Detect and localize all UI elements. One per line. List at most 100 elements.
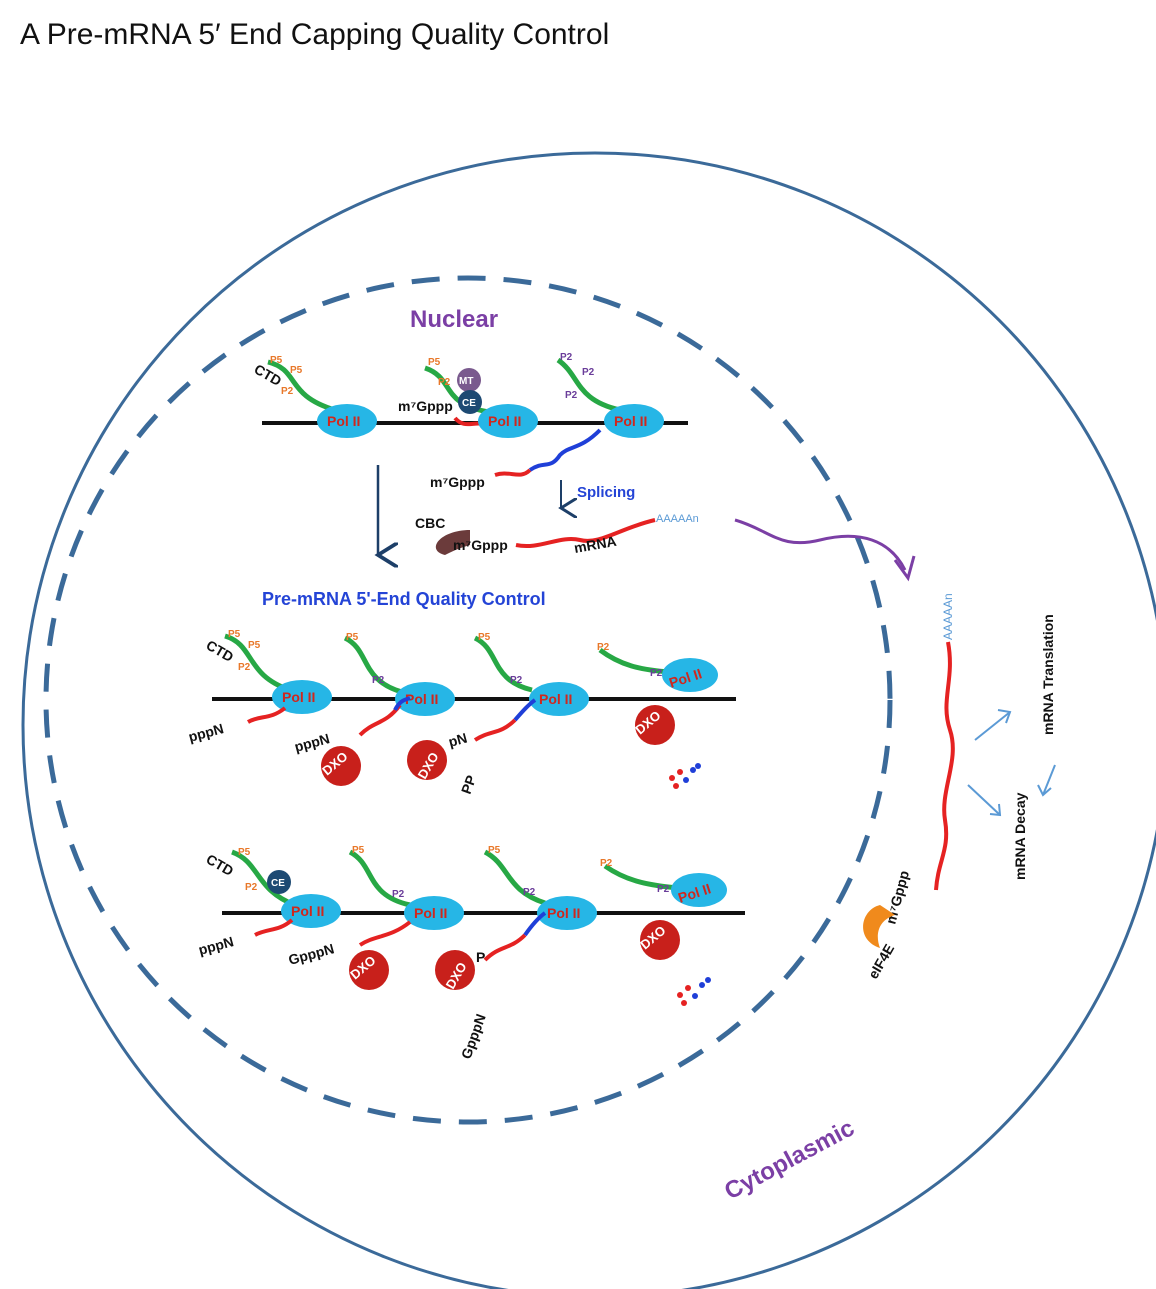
pol2-enzyme xyxy=(662,658,718,692)
translation-label: mRNA Translation xyxy=(1040,614,1056,735)
pol2-enzyme xyxy=(604,404,664,438)
pol2-enzyme xyxy=(404,896,464,930)
pol2-enzyme xyxy=(529,682,589,716)
p5-mark: P5 xyxy=(478,632,491,643)
p2-mark: P2 xyxy=(600,858,613,869)
ce-label: CE xyxy=(462,398,476,409)
misscapped-rna-blue xyxy=(523,911,547,937)
cytoplasmic-label: Cytoplasmic xyxy=(720,1114,859,1205)
splicing-label: Splicing xyxy=(577,484,635,501)
p2-mark: P2 xyxy=(565,390,578,401)
pol2-label: Pol II xyxy=(327,413,360,429)
capped-pre-mrna xyxy=(494,468,532,477)
nuclear-label: Nuclear xyxy=(410,306,498,333)
dxo-enzyme xyxy=(349,950,389,990)
p5-mark: P5 xyxy=(270,355,283,366)
m7gppp-label: m⁷Gppp xyxy=(430,474,485,490)
p-label: P xyxy=(476,949,485,965)
polya-label: AAAAAn xyxy=(656,513,699,525)
row3-quality-control: CTD P5 P2 CE Pol II pppN P5 P2 Pol II Gp… xyxy=(197,845,745,1061)
export-arrowhead xyxy=(893,555,916,582)
pol2-enzyme xyxy=(317,404,377,438)
ctd-tail xyxy=(598,647,671,675)
nuclear-envelope xyxy=(43,275,893,1125)
ctd-tail xyxy=(348,849,411,908)
mrna-label: mRNA xyxy=(573,533,618,556)
export-arrow xyxy=(734,518,907,571)
pol2-label: Pol II xyxy=(614,413,647,429)
p5-mark: P5 xyxy=(248,640,261,651)
p5-mark: P5 xyxy=(228,629,241,640)
pol2-label: Pol II xyxy=(488,413,521,429)
p2-mark: P2 xyxy=(372,675,385,686)
mrna-strand xyxy=(934,641,955,891)
p2-mark: P2 xyxy=(657,884,670,895)
ctd-tail xyxy=(343,635,403,695)
ctd-tail xyxy=(603,863,679,891)
pol2-enzyme xyxy=(537,896,597,930)
ctd-label: CTD xyxy=(204,851,237,879)
row1-transcription: CTD P5 P5 P2 Pol II P5 P2 MT CE m⁷Gppp P… xyxy=(252,352,688,490)
gpppn-label: GpppN xyxy=(287,940,336,968)
row2-quality-control: CTD P5 P5 P2 Pol II pppN P5 P2 Pol II pp… xyxy=(187,629,736,796)
uncapped-rna xyxy=(473,718,517,742)
dxo-enzyme xyxy=(640,920,680,960)
misscapped-rna xyxy=(483,933,527,962)
p2-mark: P2 xyxy=(510,675,523,686)
eif4e-label: eIF4E xyxy=(865,941,898,981)
dxo-enzyme xyxy=(407,740,447,780)
p2-mark: P2 xyxy=(238,662,251,673)
ce-enzyme xyxy=(267,870,291,894)
pol2-label: Pol II xyxy=(414,905,447,921)
pppn-label: pppN xyxy=(187,720,226,745)
mt-enzyme xyxy=(457,368,481,392)
translation-to-decay-arrow xyxy=(1042,764,1056,796)
p5-mark: P5 xyxy=(346,632,359,643)
pol2-label: Pol II xyxy=(291,903,324,919)
pn-label: pN xyxy=(447,730,469,750)
pol2-enzyme xyxy=(281,894,341,928)
pol2-enzyme xyxy=(272,680,332,714)
misscapped-rna xyxy=(358,920,412,947)
pppn-label: pppN xyxy=(197,933,236,958)
pol2-label: Pol II xyxy=(547,905,580,921)
pol2-label: Pol II xyxy=(539,691,572,707)
p2-mark: P2 xyxy=(582,367,595,378)
ce-enzyme xyxy=(458,390,482,414)
ctd-tail xyxy=(267,359,336,413)
p5-mark: P5 xyxy=(428,357,441,368)
pp-label: PP xyxy=(458,773,479,796)
p2-mark: P2 xyxy=(392,889,405,900)
gpppn-label: GpppN xyxy=(458,1012,489,1061)
cytoplasmic-mrna: AAAAAn m⁷Gppp eIF4E mRNA Translation mRN… xyxy=(863,593,1056,982)
ctd-tail xyxy=(231,849,296,908)
translation-arrow xyxy=(974,711,1011,741)
eif4e-protein xyxy=(863,905,895,948)
p2-mark: P2 xyxy=(560,352,573,363)
cbc-label: CBC xyxy=(415,515,445,531)
decay-arrow xyxy=(967,784,1001,816)
cell-boundary xyxy=(21,151,1156,1289)
p5-mark: P5 xyxy=(290,365,303,376)
uncapped-rna xyxy=(254,918,294,937)
p5-mark: P5 xyxy=(488,845,501,856)
mt-label: MT xyxy=(459,376,473,387)
p2-mark: P2 xyxy=(245,882,258,893)
p5-mark: P5 xyxy=(238,847,251,858)
translation-to-decay-arrowhead xyxy=(1037,784,1052,797)
m7gppp-label: m⁷Gppp xyxy=(398,398,453,414)
m7gppp-label: m⁷Gppp xyxy=(453,537,508,553)
p2-mark: P2 xyxy=(597,642,610,653)
p2-mark: P2 xyxy=(650,668,663,679)
pol2-enzyme xyxy=(671,873,727,907)
dxo-enzyme xyxy=(435,950,475,990)
degraded-nucleotides xyxy=(669,763,701,789)
mrna-strand xyxy=(515,518,656,548)
figure-title: A Pre-mRNA 5′ End Capping Quality Contro… xyxy=(20,18,610,51)
pol2-enzyme xyxy=(478,404,538,438)
ce-label: CE xyxy=(271,878,285,889)
translation-arrowhead xyxy=(997,709,1012,724)
ctd-tail xyxy=(556,357,621,413)
p2-mark: P2 xyxy=(438,377,451,388)
